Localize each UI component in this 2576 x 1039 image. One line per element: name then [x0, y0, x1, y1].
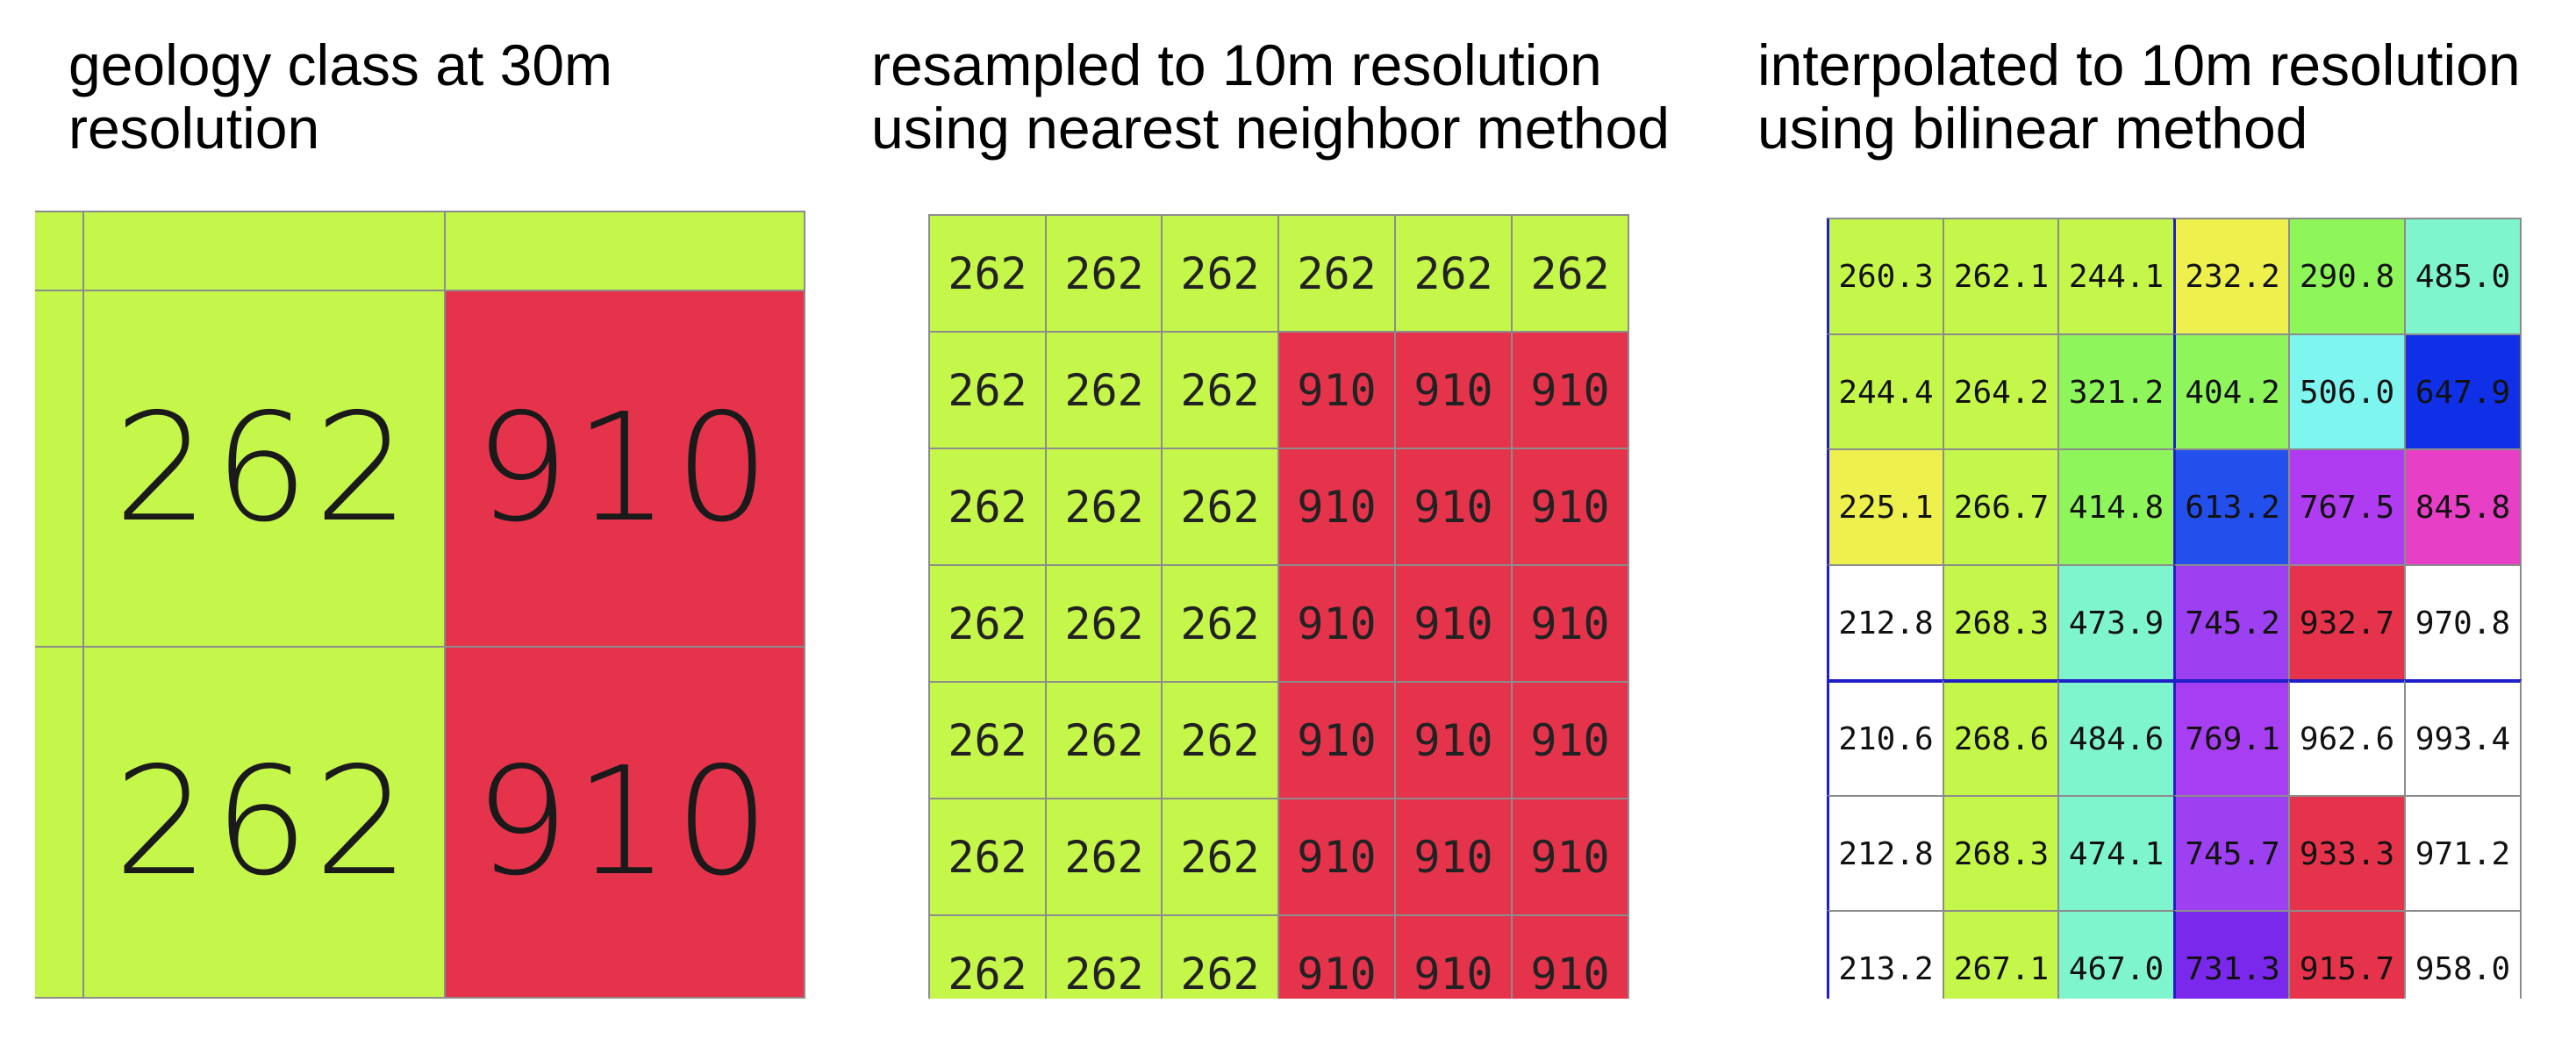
- panel3-cell: 268.3: [1943, 564, 2060, 682]
- panel2-cell: 910: [1394, 681, 1513, 799]
- panel2-cell: 262: [1045, 914, 1163, 999]
- panel3-cell: 484.6: [2057, 679, 2175, 797]
- panel2-cell: 910: [1277, 798, 1396, 916]
- panel3-cell: 244.4: [1827, 333, 1944, 451]
- panel2-cell: 910: [1277, 914, 1396, 999]
- panel3-cell: 915.7: [2288, 910, 2406, 999]
- bilinear-10m-grid: 260.3 262.1 244.1 232.2 290.8 485.0 244.4 264.2…: [1827, 218, 2523, 999]
- panel3-cell: 264.2: [1943, 333, 2060, 451]
- panel2-cell: 262: [928, 681, 1047, 799]
- panel1-cell: 262: [82, 646, 446, 999]
- panel2-cell: 262: [1045, 448, 1163, 566]
- panel2-cell: 262: [1161, 564, 1279, 683]
- panel2-cell: 262: [1161, 448, 1279, 566]
- panel2-cell: 910: [1511, 564, 1629, 683]
- panel2-cell: 262: [1045, 331, 1163, 449]
- geology-30m-grid: 262 910 262 910: [35, 211, 805, 999]
- panel3-cell: 268.6: [1943, 679, 2060, 797]
- panel2-cell: 910: [1394, 914, 1513, 999]
- panel3-cell: 213.2: [1827, 910, 1944, 999]
- panel-2-title: resampled to 10m resolution using neares…: [871, 32, 1670, 161]
- panel2-cell: 910: [1277, 448, 1396, 566]
- panel3-cell: 260.3: [1827, 218, 1944, 335]
- panel3-cell: 290.8: [2288, 218, 2406, 335]
- panel2-cell: 910: [1394, 448, 1513, 566]
- panel3-cell: 647.9: [2404, 333, 2522, 451]
- panel3-cell: 993.4: [2404, 679, 2522, 797]
- panel3-cell: 745.7: [2173, 795, 2291, 913]
- panel3-cell: 262.1: [1943, 218, 2060, 335]
- panel1-cell: 262: [82, 290, 446, 648]
- panel1-cell: [35, 290, 84, 648]
- panel1-cell: [35, 646, 84, 999]
- panel3-cell: 485.0: [2404, 218, 2522, 335]
- panel2-cell: 262: [928, 448, 1047, 566]
- panel3-cell: 962.6: [2288, 679, 2406, 797]
- panel3-cell: 473.9: [2057, 564, 2175, 682]
- panel2-cell: 910: [1277, 331, 1396, 449]
- panel2-cell: 910: [1394, 331, 1513, 449]
- panel3-cell: 267.1: [1943, 910, 2060, 999]
- panel2-cell: 910: [1277, 564, 1396, 683]
- panel2-cell: 910: [1511, 798, 1629, 916]
- panel2-cell: 910: [1394, 798, 1513, 916]
- panel2-cell: 910: [1511, 448, 1629, 566]
- panel3-cell: 212.8: [1827, 795, 1944, 913]
- panel3-cell: 225.1: [1827, 448, 1944, 566]
- panel2-cell: 910: [1511, 331, 1629, 449]
- panel3-cell: 745.2: [2173, 564, 2291, 682]
- panel3-cell: 933.3: [2288, 795, 2406, 913]
- panel1-cell: [35, 211, 84, 291]
- panel3-cell: 212.8: [1827, 564, 1944, 682]
- panel2-cell: 262: [928, 564, 1047, 683]
- panel3-cell: 210.6: [1827, 679, 1944, 797]
- panel2-cell: 262: [1161, 798, 1279, 916]
- panel2-cell: 910: [1277, 681, 1396, 799]
- panel3-cell: 971.2: [2404, 795, 2522, 913]
- panel2-cell: 262: [928, 914, 1047, 999]
- panel2-cell: 262: [1045, 798, 1163, 916]
- panel2-cell: 262: [1161, 214, 1279, 333]
- panel3-cell: 845.8: [2404, 448, 2522, 566]
- panel2-cell: 262: [928, 798, 1047, 916]
- panel3-cell: 932.7: [2288, 564, 2406, 682]
- panel2-cell: 262: [928, 214, 1047, 333]
- panel3-cell: 506.0: [2288, 333, 2406, 451]
- panel3-cell: 232.2: [2173, 218, 2291, 335]
- panel2-cell: 262: [1161, 331, 1279, 449]
- panel3-cell: 731.3: [2173, 910, 2291, 999]
- panel3-cell: 767.5: [2288, 448, 2406, 566]
- panel3-cell: 769.1: [2173, 679, 2291, 797]
- panel3-cell: 244.1: [2057, 218, 2175, 335]
- panel-3-title: interpolated to 10m resolution using bil…: [1757, 32, 2521, 161]
- panel-1-title: geology class at 30m resolution: [68, 32, 613, 161]
- panel3-cell: 266.7: [1943, 448, 2060, 566]
- panel1-cell: 910: [444, 646, 805, 999]
- panel2-cell: 262: [1277, 214, 1396, 333]
- panel3-cell: 970.8: [2404, 564, 2522, 682]
- panel2-cell: 262: [1161, 681, 1279, 799]
- panel2-cell: 910: [1511, 681, 1629, 799]
- panel2-cell: 262: [1394, 214, 1513, 333]
- panel2-cell: 262: [928, 331, 1047, 449]
- panel3-cell: 404.2: [2173, 333, 2291, 451]
- panel3-cell: 414.8: [2057, 448, 2175, 566]
- panel3-cell: 958.0: [2404, 910, 2522, 999]
- panel2-cell: 262: [1161, 914, 1279, 999]
- panel2-cell: 262: [1511, 214, 1629, 333]
- panel3-cell: 613.2: [2173, 448, 2291, 566]
- panel2-cell: 262: [1045, 681, 1163, 799]
- panel3-cell: 467.0: [2057, 910, 2175, 999]
- panel2-cell: 262: [1045, 564, 1163, 683]
- panel2-cell: 910: [1394, 564, 1513, 683]
- panel3-cell: 321.2: [2057, 333, 2175, 451]
- panel2-cell: 262: [1045, 214, 1163, 333]
- panel3-cell: 474.1: [2057, 795, 2175, 913]
- panel1-cell: 910: [444, 290, 805, 648]
- nearest-neighbor-10m-grid: 262 262 262 262 262 262 262 262 262 910 910 910 262 2…: [928, 214, 1630, 999]
- panel2-cell: 910: [1511, 914, 1629, 999]
- panel1-cell: [82, 211, 446, 291]
- panel1-cell: [444, 211, 805, 291]
- panel3-cell: 268.3: [1943, 795, 2060, 913]
